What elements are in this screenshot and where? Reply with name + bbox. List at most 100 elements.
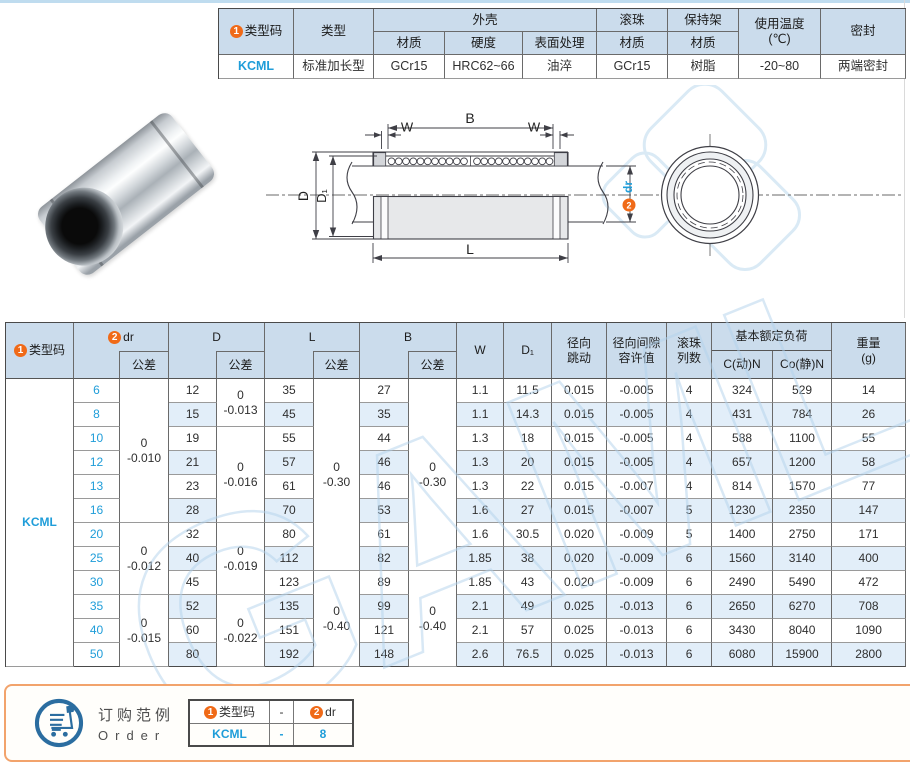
cell-B: 121 <box>360 619 410 643</box>
cell-D1: 76.5 <box>504 643 553 667</box>
cell-ball-rows: 4 <box>667 451 713 475</box>
cell-B: 61 <box>360 523 410 547</box>
cell-L: 61 <box>265 475 315 499</box>
cell-B: 89 <box>360 571 410 595</box>
cell-load-dynamic: 588 <box>712 427 774 451</box>
header-dr-tolerance: 公差 <box>120 351 170 379</box>
cell-dr[interactable]: 12 <box>74 451 120 475</box>
table-row: 35 0 -0.015 52 0 -0.022 135 99 2.1 49 0.025 -0.01… <box>6 595 907 667</box>
dim-label-B: B <box>465 110 474 126</box>
cell-load-static: 784 <box>773 403 833 427</box>
cart-icon <box>34 698 84 748</box>
cell-dr[interactable]: 13 <box>74 475 120 499</box>
cell-tolerance: 0 -0.40 <box>314 571 361 667</box>
cell-clearance: -0.009 <box>607 547 668 571</box>
shaft-break-right <box>597 161 609 225</box>
spec-cage-material: 树脂 <box>668 55 739 79</box>
shaft-break-left <box>346 161 358 225</box>
cell-load-dynamic: 6080 <box>712 643 774 667</box>
header-runout: 径向 跳动 <box>552 323 608 379</box>
cell-W: 1.6 <box>457 499 505 523</box>
header-B-spacer <box>360 351 410 379</box>
cell-weight: 26 <box>832 403 907 427</box>
cell-dr[interactable]: 40 <box>74 619 120 643</box>
header-L-tolerance: 公差 <box>314 351 361 379</box>
cell-ball-rows: 6 <box>667 619 713 643</box>
cell-dr[interactable]: 8 <box>74 403 120 427</box>
cell-L: 55 <box>265 427 315 451</box>
groove-lines <box>380 196 561 239</box>
header-type-code: 1 类型码 <box>6 323 74 379</box>
shell-outline <box>372 151 569 166</box>
table-row: 12 21 57 46 1.3 20 0.015 -0.005 4 657 1200 58 <box>6 451 907 475</box>
cell-load-static: 529 <box>773 379 833 403</box>
order-titles: 订购范例 Order <box>98 704 174 743</box>
spec-header-row-1: 1 类型码 类型 外壳 滚珠 保持架 使用温度 (℃) 密封 <box>219 9 906 55</box>
cell-clearance: -0.009 <box>607 523 668 547</box>
cell-dr[interactable]: 30 <box>74 571 120 595</box>
cell-tolerance: 0 -0.30 <box>314 379 361 571</box>
cell-W: 1.1 <box>457 379 505 403</box>
cell-dr[interactable]: 20 <box>74 523 120 547</box>
cell-weight: 1090 <box>832 619 907 643</box>
header-D-tolerance: 公差 <box>217 351 266 379</box>
cell-D1: 14.3 <box>504 403 553 427</box>
cell-load-dynamic: 814 <box>712 475 774 499</box>
spec-surface: 油淬 <box>523 55 597 79</box>
cell-tolerance: 0 -0.016 <box>217 427 266 523</box>
cell-load-static: 1200 <box>773 451 833 475</box>
table-row: 25 40 112 82 1.85 38 0.020 -0.009 6 1560 3140 400 <box>6 547 907 571</box>
cell-dr[interactable]: 50 <box>74 643 120 667</box>
cell-ball-rows: 4 <box>667 403 713 427</box>
cell-runout: 0.020 <box>552 523 608 547</box>
cell-L: 35 <box>265 379 315 403</box>
cell-D1: 11.5 <box>504 379 553 403</box>
cell-clearance: -0.005 <box>607 403 668 427</box>
cell-D: 60 <box>169 619 218 643</box>
cell-dr[interactable]: 16 <box>74 499 120 523</box>
cell-runout: 0.015 <box>552 475 608 499</box>
cell-W: 2.6 <box>457 643 505 667</box>
cell-B: 53 <box>360 499 410 523</box>
cylinder-groove <box>149 120 204 189</box>
cell-dr[interactable]: 6 <box>74 379 120 403</box>
bearing-bore <box>29 171 139 282</box>
header-clearance: 径向间隙 容许值 <box>607 323 668 379</box>
spec-header-ball: 滚珠 <box>597 9 668 32</box>
spec-type-code[interactable]: KCML <box>219 55 294 79</box>
cell-weight: 171 <box>832 523 907 547</box>
cell-type-code[interactable]: KCML <box>6 379 74 667</box>
cell-dr[interactable]: 35 <box>74 595 120 619</box>
cell-dr[interactable]: 10 <box>74 427 120 451</box>
dimension-table: 1 类型码 2 dr D L B W D₁ 径向 跳动 径向间隙 容许值 滚珠 列数… <box>5 322 907 667</box>
cell-B: 99 <box>360 595 410 619</box>
order-header-row: 1 类型码 - 2 dr <box>190 701 353 724</box>
cell-weight: 400 <box>832 547 907 571</box>
cell-W: 1.3 <box>457 451 505 475</box>
cell-L: 70 <box>265 499 315 523</box>
cell-dr[interactable]: 25 <box>74 547 120 571</box>
cell-L: 80 <box>265 523 315 547</box>
order-dr-value[interactable]: 8 <box>319 727 327 742</box>
dim-label-L: L <box>466 241 474 257</box>
dim-label-W-left: W <box>401 120 414 135</box>
header-B-tolerance: 公差 <box>409 351 458 379</box>
order-title-en: Order <box>98 727 167 743</box>
spec-header-cage-material: 材质 <box>668 32 739 55</box>
cell-load-dynamic: 431 <box>712 403 774 427</box>
order-code-value[interactable]: KCML <box>190 724 271 745</box>
header-D: D <box>169 323 266 351</box>
cell-D: 21 <box>169 451 218 475</box>
badge-1-icon: 1 <box>204 705 217 719</box>
header-ball-rows: 滚珠 列数 <box>667 323 713 379</box>
spec-header-shell: 外壳 <box>374 9 597 32</box>
bearing-cylinder <box>29 109 219 282</box>
cell-load-static: 2750 <box>773 523 833 547</box>
dim-label-D1: D₁ <box>314 189 329 203</box>
cell-D: 12 <box>169 379 218 403</box>
cell-L: 112 <box>265 547 315 571</box>
table-row: 16 28 70 53 1.6 27 0.015 -0.007 5 1230 2350 147 <box>6 499 907 523</box>
header-D1: D₁ <box>504 323 553 379</box>
cell-clearance: -0.013 <box>607 619 668 643</box>
cell-B: 82 <box>360 547 410 571</box>
